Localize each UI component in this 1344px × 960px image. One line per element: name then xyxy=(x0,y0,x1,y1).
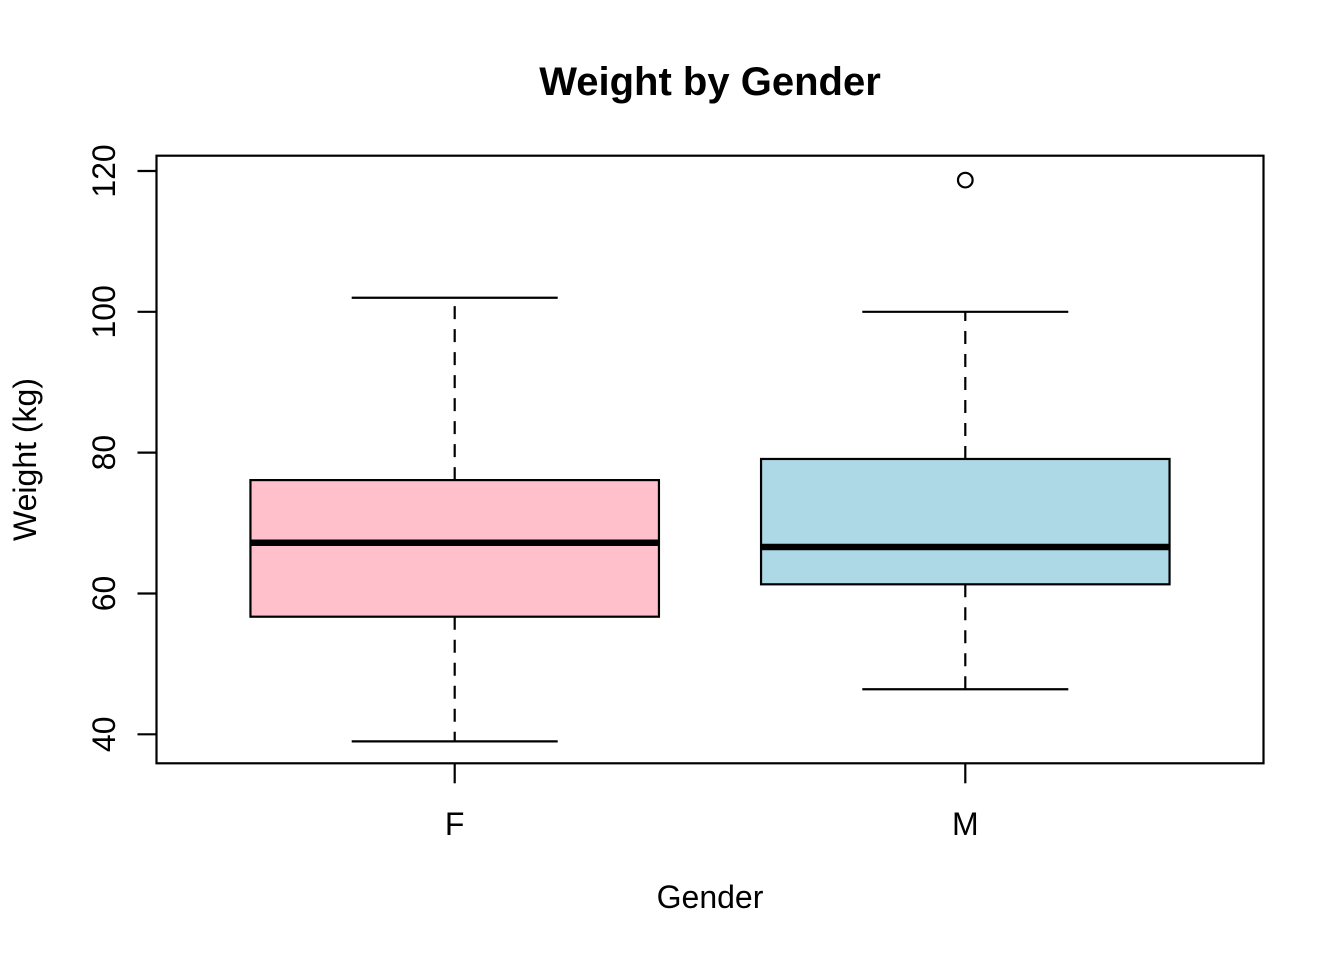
y-tick-label: 100 xyxy=(86,285,122,338)
y-tick-label: 60 xyxy=(86,576,122,612)
box-F xyxy=(249,478,661,618)
y-axis: 40 60 80 100 120 xyxy=(86,144,157,752)
chart-title: Weight by Gender xyxy=(539,60,881,104)
y-axis-label: Weight (kg) xyxy=(7,378,43,541)
boxplot-group-F xyxy=(249,296,661,743)
x-tick-label-M: M xyxy=(952,806,979,842)
y-tick-label: 120 xyxy=(86,144,122,197)
plot-area-border xyxy=(155,154,1265,765)
boxplot-group-M xyxy=(759,171,1171,691)
boxes-layer xyxy=(249,171,1171,743)
y-tick-label: 40 xyxy=(86,717,122,753)
x-axis-label: Gender xyxy=(657,879,764,915)
outlier-point-M xyxy=(956,171,974,189)
y-tick-label: 80 xyxy=(86,435,122,471)
x-tick-label-F: F xyxy=(445,806,465,842)
box-M xyxy=(759,457,1171,586)
